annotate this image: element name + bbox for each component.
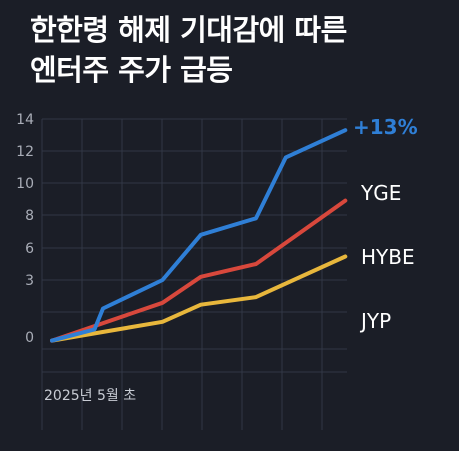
y-tick-label: 6 bbox=[25, 241, 34, 257]
y-tick-label: 10 bbox=[16, 176, 34, 192]
series-label-2: YGE bbox=[360, 181, 401, 205]
grid bbox=[41, 118, 347, 430]
series-label-4: JYP bbox=[359, 309, 391, 333]
series-labels: +13% YGE HYBE JYP bbox=[353, 115, 418, 333]
y-tick-label: 12 bbox=[16, 144, 34, 160]
y-tick-label: 3 bbox=[25, 273, 34, 289]
y-axis-ticks: 0 3 6 8 10 12 14 bbox=[16, 112, 34, 346]
series-line-2 bbox=[50, 198, 348, 343]
chart-title: 한한령 해제 기대감에 따른 엔터주 주가 급등 bbox=[30, 10, 450, 90]
y-tick-label: 8 bbox=[25, 208, 34, 224]
series-label-1: +13% bbox=[353, 115, 418, 139]
chart-title-line-2: 엔터주 주가 급등 bbox=[30, 53, 233, 87]
y-tick-label: 0 bbox=[25, 330, 34, 346]
series-line-1 bbox=[50, 128, 348, 343]
y-tick-label: 14 bbox=[16, 112, 34, 128]
series-lines bbox=[50, 128, 348, 343]
series-line-3 bbox=[50, 254, 348, 343]
chart-title-line-1: 한한령 해제 기대감에 따른 bbox=[30, 13, 347, 47]
x-axis-note: 2025년 5월 초 bbox=[44, 388, 136, 404]
series-label-3: HYBE bbox=[361, 245, 415, 269]
